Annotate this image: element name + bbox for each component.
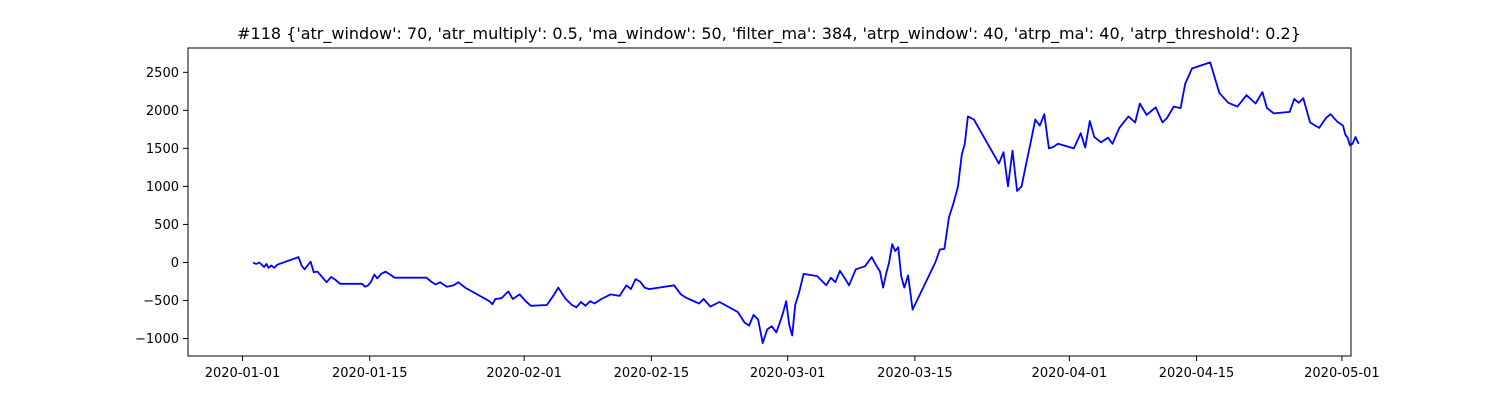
x-tick-label: 2020-04-01 [1032,366,1108,381]
chart-title: #118 {'atr_window': 70, 'atr_multiply': … [237,24,1301,44]
x-tick-label: 2020-02-15 [614,366,690,381]
y-tick-label: −500 [143,294,179,309]
y-tick-label: 500 [154,218,179,233]
x-tick-label: 2020-03-15 [877,366,953,381]
y-tick-label: 1500 [146,142,179,157]
x-tick-label: 2020-05-01 [1304,366,1380,381]
x-tick-label: 2020-04-15 [1159,366,1235,381]
y-tick-label: 0 [171,256,179,271]
x-axis: 2020-01-01 2020-01-15 2020-02-01 2020-02-15… [205,356,1380,381]
x-tick-label: 2020-01-15 [332,366,408,381]
y-tick-label: 2000 [146,104,179,119]
y-tick-label: −1000 [135,332,179,347]
series-line [252,61,1360,344]
y-tick-label: 1000 [146,180,179,195]
plot-frame [187,47,1352,357]
y-tick-label: 2500 [146,66,179,81]
x-tick-label: 2020-02-01 [486,366,562,381]
x-tick-label: 2020-01-01 [205,366,281,381]
x-tick-label: 2020-03-01 [750,366,826,381]
y-axis: −1000 −500 0 500 1000 1500 2000 2500 [135,66,188,347]
